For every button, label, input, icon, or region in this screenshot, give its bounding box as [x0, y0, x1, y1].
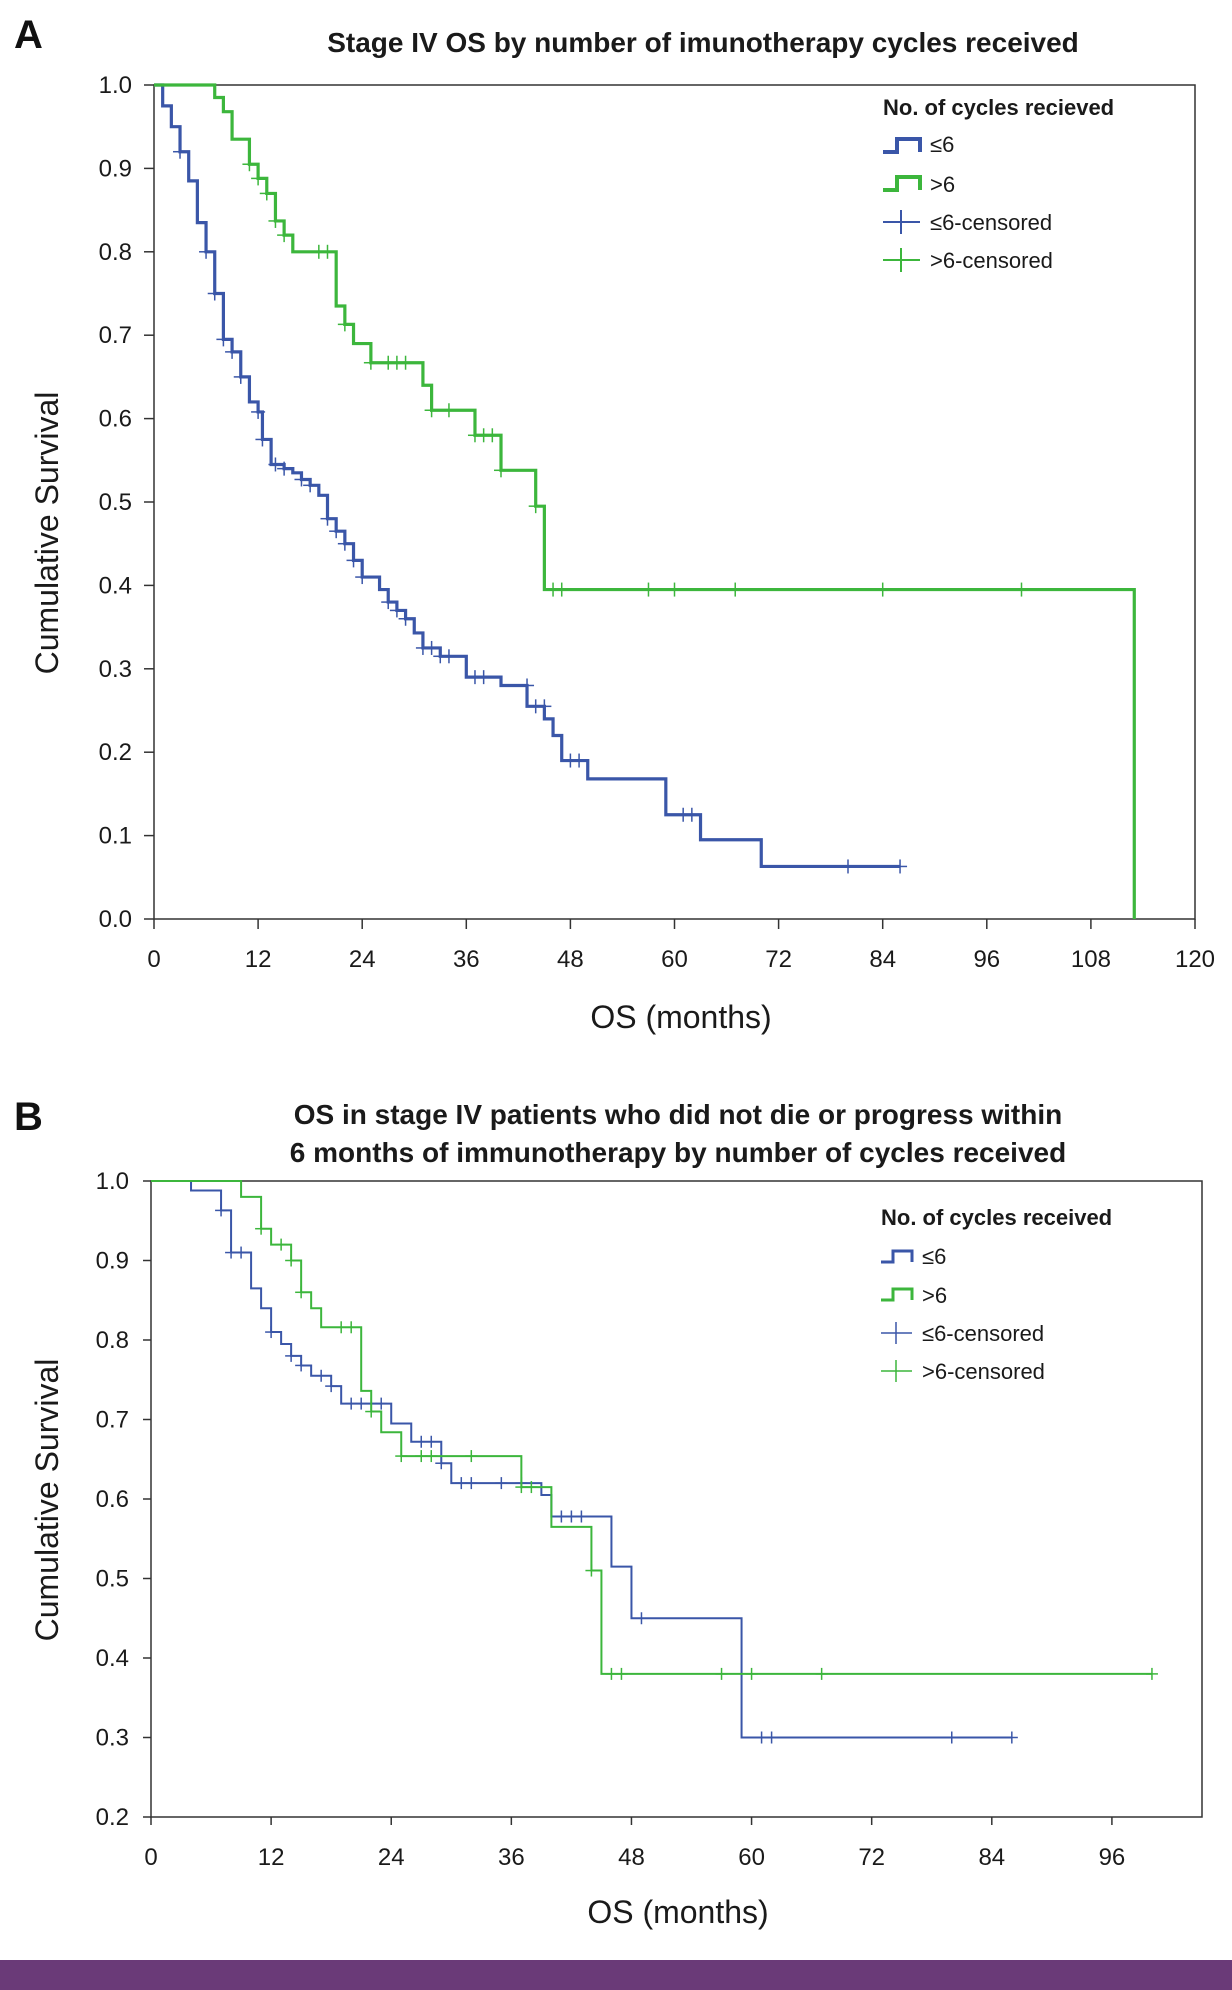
panel-b-y-tick-label: 0.3 — [96, 1725, 129, 1752]
panel-b-legend-title: No. of cycles received — [881, 1205, 1112, 1230]
panel-b-legend-swatch-gt6-censored — [881, 1360, 912, 1382]
panel-b-legend-swatch-gt6 — [881, 1287, 914, 1302]
panel-a-x-tick-label: 72 — [765, 946, 792, 973]
panel-a-legend-le6: ≤6 — [930, 132, 954, 157]
panel-a-legend-title: No. of cycles recieved — [883, 95, 1114, 120]
panel-a-title: Stage IV OS by number of imunotherapy cy… — [327, 27, 1079, 58]
panel-b-y-tick-label: 0.6 — [96, 1486, 129, 1513]
panel-b-plot-frame — [150, 1180, 1203, 1818]
panel-b-y-tick-label: 0.4 — [96, 1645, 129, 1672]
panel-a-x-tick-label: 12 — [245, 946, 272, 973]
panel-a-y-tick-label: 0.4 — [99, 572, 132, 599]
panel-b-legend: No. of cycles received ≤6 >6 ≤6-censored… — [881, 1205, 1112, 1384]
panel-b-x-tick-label: 24 — [378, 1844, 405, 1871]
panel-a-legend-swatch-gt6-censored — [883, 248, 920, 272]
panel-a-legend-swatch-le6-censored — [883, 210, 920, 234]
panel-a-series-gt6-line — [154, 83, 1136, 919]
panel-b-x-tick-label: 12 — [258, 1844, 285, 1871]
panel-a-y-tick-label: 0.7 — [99, 322, 132, 349]
panel-a-x-tick-label: 108 — [1071, 946, 1111, 973]
panel-a-x-tick-label: 24 — [349, 946, 376, 973]
panel-a-legend-gt6: >6 — [930, 172, 955, 197]
panel-a-x-tick-label: 36 — [453, 946, 480, 973]
panel-a-x-axis-label: OS (months) — [590, 999, 771, 1035]
panel-a-y-tick-label: 0.8 — [99, 239, 132, 266]
panel-b: B OS in stage IV patients who did not di… — [14, 1095, 1203, 1930]
panel-b-legend-le6-censored: ≤6-censored — [922, 1321, 1044, 1346]
panel-a-x-tick-label: 120 — [1175, 946, 1215, 973]
panel-b-title-line-2: 6 months of immunotherapy by number of c… — [290, 1137, 1066, 1168]
panel-a-x-tick-label: 84 — [869, 946, 896, 973]
panel-b-y-tick-label: 0.9 — [96, 1248, 129, 1275]
panel-a-y-tick-label: 0.0 — [99, 906, 132, 933]
panel-b-legend-gt6: >6 — [922, 1283, 947, 1308]
panel-a-legend-swatch-gt6 — [883, 175, 922, 192]
panel-b-series-le6-line — [151, 1180, 1012, 1739]
panel-b-x-tick-label: 36 — [498, 1844, 525, 1871]
panel-b-series-gt6-line — [151, 1180, 1152, 1675]
panel-b-legend-swatch-le6-censored — [881, 1322, 912, 1344]
panel-b-legend-gt6-censored: >6-censored — [922, 1359, 1045, 1384]
panel-b-x-tick-label: 72 — [858, 1844, 885, 1871]
panel-a-legend-swatch-le6 — [883, 137, 922, 154]
panel-b-y-tick-label: 0.5 — [96, 1566, 129, 1593]
panel-b-y-tick-label: 0.8 — [96, 1327, 129, 1354]
panel-a-y-tick-label: 1.0 — [99, 72, 132, 99]
footer-bar — [0, 1960, 1232, 1990]
panel-b-legend-swatch-le6 — [881, 1249, 914, 1264]
panel-a-y-tick-label: 0.9 — [99, 155, 132, 182]
panel-a-y-axis-label: Cumulative Survival — [29, 392, 65, 675]
panel-b-y-tick-label: 0.2 — [96, 1804, 129, 1831]
panel-b-x-axis-label: OS (months) — [587, 1894, 768, 1930]
panel-a-x-tick-label: 0 — [147, 946, 160, 973]
panel-a-y-tick-label: 0.3 — [99, 656, 132, 683]
panel-a-x-tick-label: 60 — [661, 946, 688, 973]
panel-a-y-tick-label: 0.2 — [99, 739, 132, 766]
panel-a-series-le6-line — [154, 83, 901, 869]
panel-b-x-tick-label: 48 — [618, 1844, 645, 1871]
panel-a-y-tick-label: 0.5 — [99, 489, 132, 516]
panel-a: A Stage IV OS by number of imunotherapy … — [14, 13, 1215, 1035]
panel-b-x-tick-label: 0 — [144, 1844, 157, 1871]
panel-a-legend-le6-censored: ≤6-censored — [930, 210, 1052, 235]
panel-b-y-tick-label: 1.0 — [96, 1168, 129, 1195]
panel-a-y-tick-label: 0.1 — [99, 823, 132, 850]
panel-a-legend: No. of cycles recieved ≤6 >6 ≤6-censored… — [883, 95, 1114, 273]
panel-b-letter: B — [14, 1095, 43, 1139]
panel-b-x-tick-label: 60 — [738, 1844, 765, 1871]
panel-a-legend-gt6-censored: >6-censored — [930, 248, 1053, 273]
panel-b-y-axis-label: Cumulative Survival — [29, 1359, 65, 1642]
panel-b-title-line-1: OS in stage IV patients who did not die … — [294, 1099, 1063, 1130]
panel-b-y-tick-label: 0.7 — [96, 1407, 129, 1434]
panel-b-legend-le6: ≤6 — [922, 1244, 946, 1269]
panel-b-x-tick-label: 84 — [978, 1844, 1005, 1871]
panel-a-letter: A — [14, 13, 43, 57]
panel-a-x-tick-label: 48 — [557, 946, 584, 973]
panel-b-x-tick-label: 96 — [1099, 1844, 1126, 1871]
panel-a-x-tick-label: 96 — [973, 946, 1000, 973]
panel-a-y-tick-label: 0.6 — [99, 406, 132, 433]
